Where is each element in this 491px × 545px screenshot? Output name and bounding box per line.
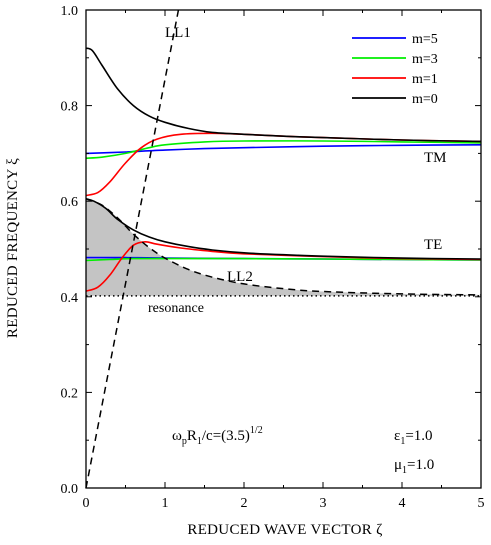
series-m3-branch-tm [85, 140, 482, 159]
y-tick-label: 1.0 [61, 4, 79, 19]
shaded-area [86, 198, 481, 296]
mu-label: μ1=1.0 [394, 457, 434, 476]
legend-label-m1: m=1 [412, 72, 438, 87]
epsilon-label: ε1=1.0 [394, 428, 433, 447]
ticks: 0 1 2 3 4 5 0.0 0.2 0.4 0.6 0.8 1.0 [61, 4, 485, 511]
x-tick-label: 5 [478, 496, 485, 511]
x-tick-label: 3 [320, 496, 327, 511]
shaded-region [86, 198, 481, 296]
y-tick-label: 0.8 [61, 100, 79, 115]
light-line-ll1 [85, 9, 180, 489]
y-axis-title: REDUCED FREQUENCY ξ [5, 158, 21, 338]
x-tick-label: 1 [162, 496, 169, 511]
legend-label-m5: m=5 [412, 32, 438, 47]
y-tick-label: 0.4 [61, 291, 79, 306]
x-tick-label: 4 [399, 496, 406, 511]
x-axis-title: REDUCED WAVE VECTOR ζ [187, 522, 382, 538]
legend-label-m0: m=0 [412, 92, 438, 107]
light-line-ll2 [85, 198, 482, 296]
label-te: TE [424, 237, 442, 253]
light-lines [85, 9, 482, 489]
label-resonance: resonance [148, 301, 204, 316]
label-tm: TM [424, 150, 447, 166]
label-ll1: LL1 [165, 25, 191, 41]
series-m0-branch-tm [85, 47, 482, 143]
y-tick-label: 0.0 [61, 482, 79, 497]
y-tick-label: 0.6 [61, 195, 79, 210]
legend: m=5 m=3 m=1 m=0 [352, 32, 438, 107]
series-group [85, 47, 482, 292]
label-ll2: LL2 [227, 269, 253, 285]
formula-plasma: ωpR1/c=(3.5)1/2 [172, 425, 263, 447]
y-tick-label: 0.2 [61, 386, 79, 401]
x-tick-label: 2 [241, 496, 248, 511]
series-m3-branch-te [85, 257, 482, 262]
x-tick-label: 0 [83, 496, 90, 511]
legend-label-m3: m=3 [412, 52, 438, 67]
